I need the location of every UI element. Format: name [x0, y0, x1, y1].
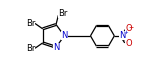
Text: Br: Br [58, 9, 67, 18]
Text: N: N [53, 43, 60, 52]
Text: Br: Br [26, 44, 35, 53]
Text: +: + [123, 30, 128, 35]
Text: N: N [119, 31, 126, 40]
Text: O: O [125, 39, 132, 48]
Text: N: N [62, 31, 68, 40]
Text: −: − [128, 24, 134, 29]
Text: O: O [125, 24, 132, 33]
Text: Br: Br [26, 19, 35, 28]
